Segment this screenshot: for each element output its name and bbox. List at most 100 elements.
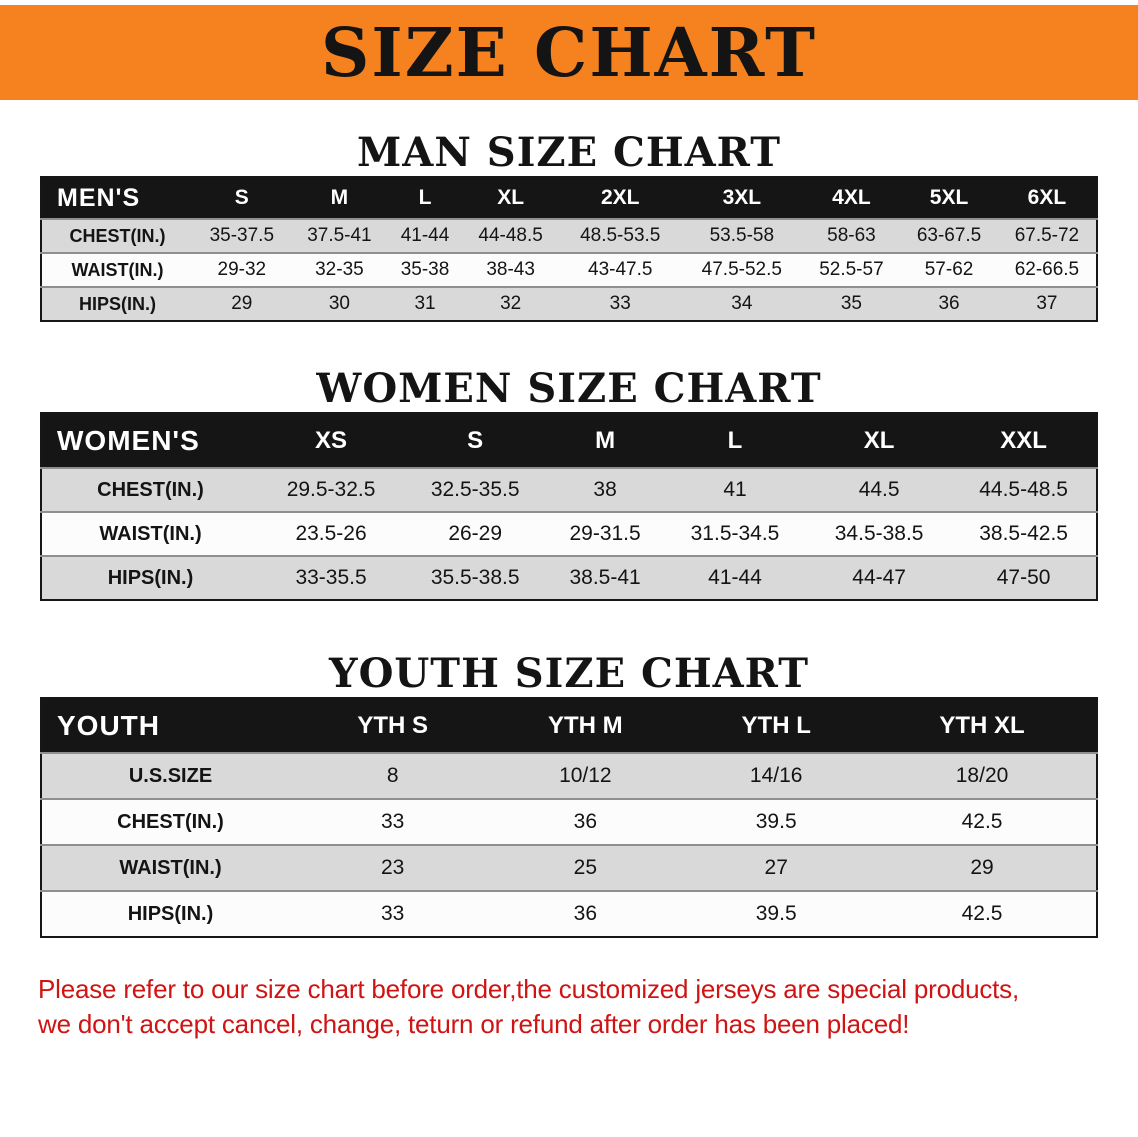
size-value: 39.5 bbox=[684, 890, 869, 937]
size-value: 18/20 bbox=[868, 752, 1097, 799]
size-value: 35.5-38.5 bbox=[403, 555, 548, 600]
size-value: 35-37.5 bbox=[193, 218, 291, 253]
size-column-header: L bbox=[388, 177, 462, 219]
size-value: 14/16 bbox=[684, 752, 869, 799]
row-label: WAIST(IN.) bbox=[41, 252, 193, 287]
size-value: 41-44 bbox=[662, 555, 808, 600]
size-value: 32.5-35.5 bbox=[403, 467, 548, 512]
youth-size-table: YOUTH YTH S YTH M YTH L YTH XL U.S.SIZE 8 10/12… bbox=[40, 697, 1098, 938]
size-column-header: S bbox=[403, 413, 548, 468]
man-section-heading: MAN SIZE CHART bbox=[357, 129, 781, 176]
women-size-table: WOMEN'S XS S M L XL XXL CHEST(IN.) 29.5-32.5 32.5… bbox=[40, 412, 1098, 601]
size-value: 44.5-48.5 bbox=[951, 467, 1097, 512]
size-value: 25 bbox=[486, 844, 685, 891]
size-column-header: M bbox=[547, 413, 663, 468]
size-column-header: YTH S bbox=[299, 698, 487, 753]
measurement-row: HIPS(IN.) 33 36 39.5 42.5 bbox=[41, 890, 1097, 937]
size-column-header: XXL bbox=[951, 413, 1097, 468]
youth-section-heading: YOUTH SIZE CHART bbox=[329, 650, 809, 697]
size-value: 57-62 bbox=[900, 252, 998, 287]
table-title-cell: WOMEN'S bbox=[41, 413, 259, 468]
measurement-row: CHEST(IN.) 33 36 39.5 42.5 bbox=[41, 798, 1097, 845]
header-row: YOUTH YTH S YTH M YTH L YTH XL bbox=[41, 698, 1097, 753]
row-label: HIPS(IN.) bbox=[41, 555, 259, 600]
header-row: MEN'S S M L XL 2XL 3XL 4XL 5XL 6XL bbox=[41, 177, 1097, 219]
size-value: 39.5 bbox=[684, 798, 869, 845]
size-value: 36 bbox=[900, 286, 998, 321]
row-label: HIPS(IN.) bbox=[41, 286, 193, 321]
size-value: 67.5-72 bbox=[997, 218, 1097, 253]
size-value: 23.5-26 bbox=[259, 511, 404, 556]
size-chart-banner: SIZE CHART bbox=[0, 5, 1138, 100]
size-value: 32 bbox=[461, 286, 560, 321]
measurement-row: CHEST(IN.) 35-37.5 37.5-41 41-44 44-48.5 48.5… bbox=[41, 218, 1097, 253]
size-column-header: XS bbox=[259, 413, 404, 468]
size-value: 47-50 bbox=[951, 555, 1097, 600]
row-label: WAIST(IN.) bbox=[41, 511, 259, 556]
size-value: 47.5-52.5 bbox=[681, 252, 803, 287]
measurement-row: WAIST(IN.) 29-32 32-35 35-38 38-43 43-47.5 47.… bbox=[41, 252, 1097, 287]
size-value: 58-63 bbox=[802, 218, 901, 253]
row-label: CHEST(IN.) bbox=[41, 798, 299, 845]
size-value: 43-47.5 bbox=[559, 252, 682, 287]
size-value: 33 bbox=[299, 890, 487, 937]
size-value: 36 bbox=[486, 798, 685, 845]
size-value: 41-44 bbox=[388, 218, 462, 253]
size-value: 38 bbox=[547, 467, 663, 512]
size-value: 26-29 bbox=[403, 511, 548, 556]
men-size-table: MEN'S S M L XL 2XL 3XL 4XL 5XL 6XL CHEST(IN.) 35-37… bbox=[40, 176, 1098, 322]
size-value: 53.5-58 bbox=[681, 218, 803, 253]
size-column-header: YTH M bbox=[486, 698, 685, 753]
size-value: 23 bbox=[299, 844, 487, 891]
size-value: 35-38 bbox=[388, 252, 462, 287]
measurement-row: WAIST(IN.) 23 25 27 29 bbox=[41, 844, 1097, 891]
size-value: 52.5-57 bbox=[802, 252, 901, 287]
size-value: 63-67.5 bbox=[900, 218, 998, 253]
row-label: CHEST(IN.) bbox=[41, 467, 259, 512]
size-column-header: 5XL bbox=[900, 177, 998, 219]
size-value: 37 bbox=[997, 286, 1097, 321]
header-row: WOMEN'S XS S M L XL XXL bbox=[41, 413, 1097, 468]
disclaimer-text: Please refer to our size chart before or… bbox=[0, 972, 1138, 1042]
size-value: 33-35.5 bbox=[259, 555, 404, 600]
size-value: 34.5-38.5 bbox=[807, 511, 952, 556]
size-chart-page: SIZE CHART MAN SIZE CHART MEN'S S M L XL 2XL 3… bbox=[0, 5, 1138, 1137]
size-value: 44.5 bbox=[807, 467, 952, 512]
size-column-header: 4XL bbox=[802, 177, 901, 219]
women-section-heading: WOMEN SIZE CHART bbox=[316, 365, 822, 412]
size-value: 42.5 bbox=[868, 890, 1097, 937]
size-column-header: 2XL bbox=[559, 177, 682, 219]
measurement-row: U.S.SIZE 8 10/12 14/16 18/20 bbox=[41, 752, 1097, 799]
table-title-cell: MEN'S bbox=[41, 177, 193, 219]
size-value: 29-32 bbox=[193, 252, 291, 287]
size-column-header: XL bbox=[807, 413, 952, 468]
size-value: 44-47 bbox=[807, 555, 952, 600]
size-value: 36 bbox=[486, 890, 685, 937]
size-value: 33 bbox=[299, 798, 487, 845]
disclaimer-line-2: we don't accept cancel, change, teturn o… bbox=[38, 1009, 910, 1040]
size-value: 42.5 bbox=[868, 798, 1097, 845]
size-value: 33 bbox=[559, 286, 682, 321]
row-label: HIPS(IN.) bbox=[41, 890, 299, 937]
size-column-header: 6XL bbox=[997, 177, 1097, 219]
size-value: 29 bbox=[868, 844, 1097, 891]
row-label: CHEST(IN.) bbox=[41, 218, 193, 253]
size-value: 8 bbox=[299, 752, 487, 799]
size-value: 29.5-32.5 bbox=[259, 467, 404, 512]
size-value: 32-35 bbox=[290, 252, 389, 287]
size-value: 31.5-34.5 bbox=[662, 511, 808, 556]
size-column-header: L bbox=[662, 413, 808, 468]
size-column-header: S bbox=[193, 177, 291, 219]
size-chart-title: SIZE CHART bbox=[320, 13, 817, 92]
size-column-header: M bbox=[290, 177, 389, 219]
measurement-row: CHEST(IN.) 29.5-32.5 32.5-35.5 38 41 44.5 44.5… bbox=[41, 467, 1097, 512]
size-value: 38.5-41 bbox=[547, 555, 663, 600]
size-value: 10/12 bbox=[486, 752, 685, 799]
size-column-header: XL bbox=[461, 177, 560, 219]
size-value: 44-48.5 bbox=[461, 218, 560, 253]
row-label: U.S.SIZE bbox=[41, 752, 299, 799]
size-value: 37.5-41 bbox=[290, 218, 389, 253]
row-label: WAIST(IN.) bbox=[41, 844, 299, 891]
size-value: 31 bbox=[388, 286, 462, 321]
size-value: 41 bbox=[662, 467, 808, 512]
